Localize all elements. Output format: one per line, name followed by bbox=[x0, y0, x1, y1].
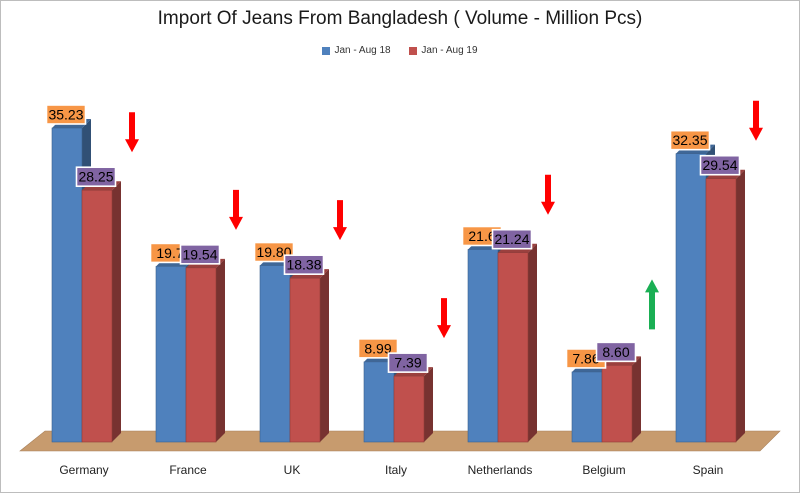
x-tick-label: France bbox=[169, 463, 207, 477]
data-label: 19.7 bbox=[156, 245, 183, 261]
data-label: 29.54 bbox=[702, 157, 737, 173]
bar-side bbox=[528, 243, 537, 442]
data-label: 8.99 bbox=[364, 340, 391, 356]
bar-side bbox=[736, 169, 745, 442]
legend-label-series-2: Jan - Aug 19 bbox=[421, 45, 478, 56]
data-label: 28.25 bbox=[78, 169, 113, 185]
up-arrow-icon bbox=[645, 279, 659, 330]
data-label-box bbox=[45, 104, 87, 125]
data-label-box bbox=[595, 341, 637, 363]
data-label: 19.54 bbox=[182, 246, 217, 262]
bar bbox=[393, 375, 425, 443]
bar bbox=[185, 267, 217, 443]
bar bbox=[363, 361, 395, 443]
x-tick-label: Spain bbox=[693, 463, 724, 477]
data-label-box bbox=[387, 352, 429, 373]
legend-item-series-1: Jan - Aug 18 bbox=[322, 45, 391, 56]
bar-side bbox=[216, 258, 225, 442]
down-arrow-icon bbox=[437, 298, 451, 339]
x-tick-label: Belgium bbox=[582, 463, 625, 477]
bar bbox=[259, 265, 291, 443]
bar bbox=[601, 365, 633, 443]
legend: Jan - Aug 18 Jan - Aug 19 bbox=[0, 45, 800, 58]
data-label: 21.6 bbox=[468, 228, 495, 244]
x-tick-label: UK bbox=[284, 463, 301, 477]
bar bbox=[155, 266, 187, 443]
legend-swatch-series-1 bbox=[322, 46, 331, 55]
data-label: 8.60 bbox=[602, 344, 629, 360]
data-label-box bbox=[669, 129, 711, 151]
x-tick-label: Germany bbox=[59, 463, 108, 477]
data-label-box bbox=[283, 254, 325, 275]
data-label: 32.35 bbox=[672, 132, 707, 148]
data-label-box bbox=[699, 154, 741, 176]
chart-title: Import Of Jeans From Bangladesh ( Volume… bbox=[157, 8, 643, 29]
data-label: 7.39 bbox=[394, 355, 421, 371]
bar-side bbox=[112, 181, 121, 443]
x-tick-label: Italy bbox=[385, 463, 407, 477]
data-label: 18.38 bbox=[286, 257, 321, 273]
legend-swatch-series-2 bbox=[409, 46, 418, 55]
bar bbox=[675, 153, 707, 443]
bar bbox=[467, 249, 499, 443]
data-label: 19.80 bbox=[256, 244, 291, 260]
legend-item-series-2: Jan - Aug 19 bbox=[409, 45, 478, 56]
bar-side bbox=[632, 356, 641, 442]
bar bbox=[81, 189, 113, 443]
bar bbox=[705, 178, 737, 443]
bar bbox=[289, 277, 321, 443]
down-arrow-icon bbox=[749, 100, 763, 141]
x-tick-label: Netherlands bbox=[468, 463, 533, 477]
bar bbox=[571, 371, 603, 443]
bar bbox=[497, 252, 529, 443]
data-label-box bbox=[75, 166, 117, 188]
bar-side bbox=[424, 367, 433, 442]
down-arrow-icon bbox=[333, 200, 347, 241]
down-arrow-icon bbox=[229, 189, 243, 230]
data-label: 7.86 bbox=[572, 350, 599, 366]
bar-side bbox=[320, 269, 329, 442]
data-label-box bbox=[491, 228, 533, 250]
down-arrow-icon bbox=[125, 112, 139, 153]
data-label-box bbox=[179, 244, 221, 265]
data-label: 21.24 bbox=[494, 231, 529, 247]
data-label: 35.23 bbox=[48, 107, 83, 123]
down-arrow-icon bbox=[541, 174, 555, 215]
legend-label-series-1: Jan - Aug 18 bbox=[334, 45, 391, 56]
